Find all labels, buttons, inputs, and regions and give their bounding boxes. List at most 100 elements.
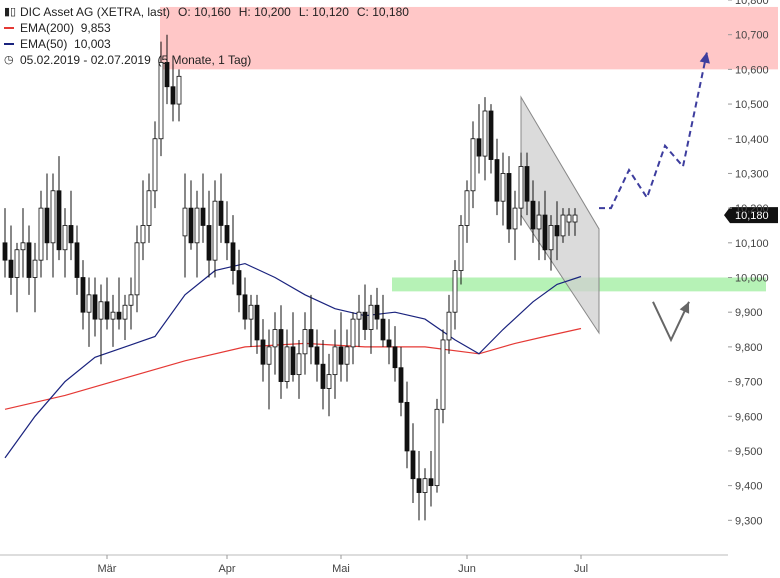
candle-body xyxy=(392,346,398,369)
y-tick-label: 9,800 xyxy=(735,342,763,354)
candle-body xyxy=(314,346,320,365)
y-tick-label: 10,800 xyxy=(735,0,769,7)
candle-body xyxy=(68,225,74,244)
y-tick-label: 10,400 xyxy=(735,134,769,146)
legend-title: DIC Asset AG (XETRA, last) xyxy=(20,5,171,19)
candles-layer xyxy=(2,34,578,521)
candle-body xyxy=(248,304,254,320)
date-range-info: (5 Monate, 1 Tag) xyxy=(157,53,252,67)
candle-body xyxy=(416,478,422,493)
ema50-label: EMA(50) xyxy=(20,37,68,51)
candle-body xyxy=(554,225,560,237)
candle-body xyxy=(152,138,158,192)
candle-body xyxy=(224,225,230,244)
candle-body xyxy=(482,110,488,157)
chart-legend: ▮▯ DIC Asset AG (XETRA, last) O: 10,160 … xyxy=(4,4,409,68)
candle-body xyxy=(446,311,452,341)
forecast-arrowhead xyxy=(699,52,710,64)
candle-body xyxy=(266,346,272,365)
candle-body xyxy=(170,86,176,105)
candle-body xyxy=(80,277,86,313)
candle-body xyxy=(236,270,242,296)
candle-body xyxy=(32,259,38,278)
candle-body xyxy=(356,311,362,320)
candle-body xyxy=(38,207,44,261)
candle-body xyxy=(200,207,206,226)
candle-body xyxy=(566,214,572,223)
candle-body xyxy=(380,318,386,341)
y-tick-label: 10,100 xyxy=(735,238,769,250)
y-tick-label: 10,000 xyxy=(735,273,769,285)
x-axis: Mär Apr Mai Jun Jul xyxy=(0,554,728,575)
y-tick-label: 9,300 xyxy=(735,515,763,527)
candle-body xyxy=(308,329,314,348)
ema50-line xyxy=(4,262,582,459)
candle-body xyxy=(104,301,110,320)
ema50-swatch xyxy=(4,43,14,45)
candle-body xyxy=(338,346,344,365)
alternative-arrowhead xyxy=(679,301,690,314)
candle-body xyxy=(512,207,518,230)
candles-icon: ▮▯ xyxy=(4,6,17,18)
last-price-tag xyxy=(724,207,778,224)
candle-body xyxy=(56,190,62,251)
candle-body xyxy=(50,190,56,244)
candle-body xyxy=(572,214,578,223)
candle-body xyxy=(434,408,440,487)
candle-body xyxy=(254,304,260,341)
candle-body xyxy=(452,270,458,313)
zones-layer xyxy=(160,6,778,335)
candle-body xyxy=(530,200,536,230)
candle-body xyxy=(542,214,548,251)
candle-body xyxy=(506,173,512,230)
candle-body xyxy=(398,367,404,403)
candle-body xyxy=(194,207,200,244)
ema200-swatch xyxy=(4,27,14,29)
y-tick-label: 9,500 xyxy=(735,446,763,458)
candle-body xyxy=(272,329,278,348)
candle-body xyxy=(290,346,296,376)
candle-body xyxy=(350,318,356,348)
candle-body xyxy=(404,401,410,452)
candle-body xyxy=(410,450,416,480)
ohlc-open-label: O: xyxy=(178,5,191,19)
candle-body xyxy=(164,62,170,88)
candle-body xyxy=(122,304,128,320)
y-tick-label: 10,300 xyxy=(735,168,769,180)
ohlc-close: 10,180 xyxy=(372,5,409,19)
candle-body xyxy=(368,304,374,330)
legend-range-row: ◷ 05.02.2019 - 02.07.2019 (5 Monate, 1 T… xyxy=(4,52,409,68)
candle-body xyxy=(116,311,122,320)
ema50-value: 10,003 xyxy=(74,37,111,51)
candle-body xyxy=(8,259,14,278)
candle-body xyxy=(182,207,188,237)
candle-body xyxy=(332,346,338,376)
candle-body xyxy=(260,339,266,365)
candle-body xyxy=(92,294,98,320)
y-tick-label: 9,700 xyxy=(735,377,763,389)
date-range: 05.02.2019 - 02.07.2019 xyxy=(20,53,151,67)
x-tick-label: Apr xyxy=(218,563,235,575)
candle-body xyxy=(326,374,332,389)
candle-body xyxy=(206,225,212,261)
annotation-layer: 10,180 xyxy=(599,51,778,343)
candle-body xyxy=(212,200,218,261)
candle-body xyxy=(362,311,368,330)
candle-body xyxy=(470,138,476,192)
candle-body xyxy=(188,207,194,244)
y-tick-label: 10,200 xyxy=(735,203,769,215)
candle-body xyxy=(242,294,248,320)
candle-body xyxy=(86,294,92,313)
candle-body xyxy=(2,242,8,261)
ohlc-high-label: H: xyxy=(238,5,251,19)
ohlc-open: 10,160 xyxy=(194,5,231,19)
candle-body xyxy=(230,242,236,271)
candle-body xyxy=(386,339,392,348)
candle-body xyxy=(26,242,32,278)
candle-body xyxy=(440,339,446,410)
candle-body xyxy=(494,159,500,202)
candle-body xyxy=(176,75,182,105)
candle-body xyxy=(464,190,470,226)
y-tick-label: 9,900 xyxy=(735,307,763,319)
y-tick-label: 10,600 xyxy=(735,64,769,76)
